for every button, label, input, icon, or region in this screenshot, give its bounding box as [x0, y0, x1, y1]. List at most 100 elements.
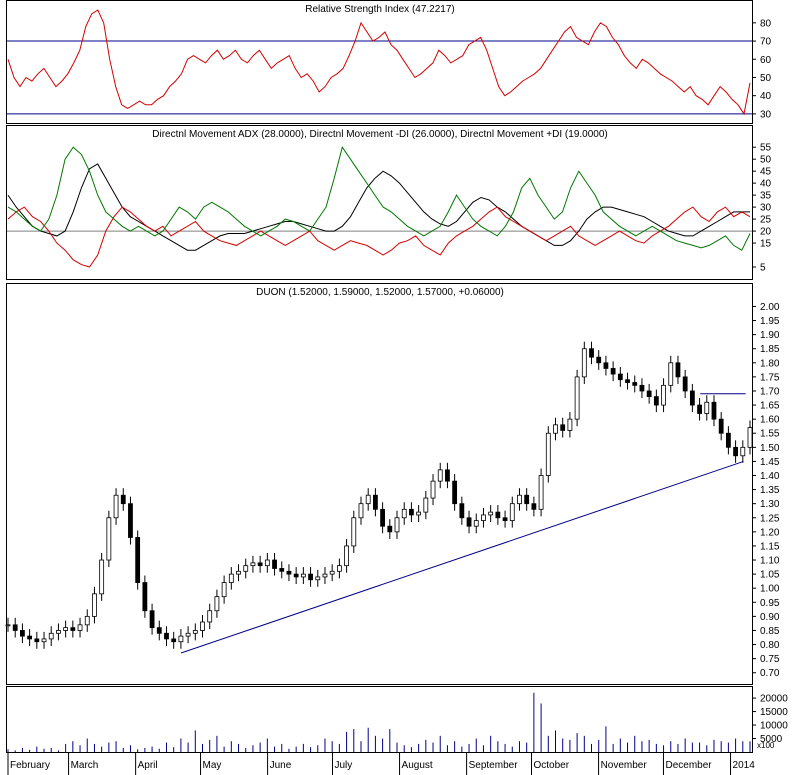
- y-tick-label: 1.95: [760, 316, 780, 327]
- price-candle: [106, 517, 112, 561]
- price-candle: [740, 446, 746, 457]
- adx-line: [7, 163, 750, 251]
- month-label: March: [71, 760, 99, 771]
- price-candle: [445, 469, 450, 482]
- price-candle: [401, 508, 407, 519]
- y-tick-label: 1.65: [760, 401, 780, 412]
- price-candle: [27, 635, 33, 640]
- price-candle: [625, 379, 630, 383]
- month-label: November: [601, 760, 648, 771]
- month-label: May: [203, 760, 222, 771]
- y-tick-label: 25: [760, 215, 772, 226]
- price-candle: [207, 610, 213, 623]
- price-candle: [322, 573, 328, 578]
- month-label: 2014: [733, 760, 756, 771]
- y-tick-label: 45: [760, 167, 772, 178]
- price-candle: [466, 517, 472, 527]
- price-candle: [617, 373, 623, 381]
- price-candle: [200, 621, 205, 631]
- price-candle: [733, 446, 738, 457]
- price-candle: [63, 627, 69, 631]
- y-tick-label: 35: [760, 191, 772, 202]
- price-candle: [538, 475, 544, 510]
- y-tick-label: 1.00: [760, 584, 780, 595]
- volume-plot: [7, 692, 751, 752]
- price-candle: [502, 517, 508, 521]
- price-candle: [603, 362, 609, 369]
- price-candle: [459, 503, 465, 519]
- x-axis-months: February March April May June July August Septe…: [7, 753, 756, 775]
- price-candle: [632, 382, 638, 386]
- price-candle: [351, 517, 357, 547]
- y-tick-label: 30: [760, 203, 772, 214]
- month-label: September: [469, 760, 519, 771]
- y-tick-label: 0.70: [760, 668, 780, 679]
- price-candle: [560, 424, 566, 431]
- y-tick-label: 50: [760, 73, 772, 84]
- dmi-panel: [6, 125, 753, 280]
- price-candle: [228, 573, 234, 583]
- price-candle: [336, 565, 342, 572]
- price-candle: [164, 632, 169, 640]
- price-candle: [128, 503, 133, 538]
- y-tick-label: 1.55: [760, 429, 780, 440]
- month-label: December: [665, 760, 712, 771]
- price-candle: [156, 627, 162, 634]
- y-tick-label: 40: [760, 179, 772, 190]
- price-candle: [653, 396, 659, 406]
- price-candle: [610, 368, 616, 375]
- month-label: June: [270, 760, 292, 771]
- y-tick-label: 40: [760, 91, 772, 102]
- price-candle: [423, 497, 429, 513]
- support-trendline: [180, 460, 744, 654]
- price-candle: [178, 635, 184, 643]
- price-candle: [567, 418, 573, 431]
- price-candle: [430, 480, 436, 499]
- price-candle: [545, 432, 551, 476]
- y-tick-label: 1.15: [760, 541, 780, 552]
- price-candle: [509, 503, 515, 521]
- price-candle: [286, 570, 292, 575]
- price-candle: [185, 632, 191, 637]
- plus-di-line: [7, 146, 751, 251]
- price-candle: [553, 424, 558, 434]
- y-tick-label: 1.90: [760, 330, 780, 341]
- price-candle: [99, 559, 105, 595]
- price-candle: [481, 514, 486, 521]
- price-candle: [77, 624, 83, 631]
- price-candle: [488, 511, 494, 516]
- price-candle: [264, 559, 270, 567]
- price-candle: [279, 568, 285, 572]
- price-candle: [236, 570, 241, 575]
- price-candle: [113, 494, 119, 519]
- price-candle: [581, 348, 587, 378]
- price-candle: [387, 525, 393, 533]
- price-candle: [120, 494, 126, 505]
- price-candle: [646, 390, 652, 398]
- price-title: DUON (1.52000, 1.59000, 1.52000, 1.57000…: [256, 287, 504, 298]
- y-tick-label: 5000: [760, 734, 783, 745]
- price-candle: [135, 537, 141, 583]
- price-candle: [84, 615, 90, 626]
- price-candle: [718, 418, 724, 434]
- y-tick-label: 50: [760, 155, 772, 166]
- price-candle: [416, 511, 422, 516]
- price-candle: [574, 376, 580, 420]
- minus-di-line: [7, 206, 751, 268]
- price-candle: [380, 508, 386, 527]
- price-candle: [452, 480, 458, 505]
- price-candle: [639, 384, 645, 392]
- price-candle: [358, 503, 364, 519]
- price-candle: [711, 401, 717, 420]
- price-candle: [697, 404, 702, 414]
- y-tick-label: 1.40: [760, 471, 780, 482]
- y-tick-label: 5: [760, 263, 766, 274]
- price-candle: [725, 432, 731, 448]
- price-candle: [365, 494, 371, 505]
- y-tick-label: 0.80: [760, 640, 780, 651]
- y-tick-label: 20000: [760, 694, 788, 705]
- price-plot: [5, 341, 753, 654]
- price-candle: [344, 545, 349, 567]
- rsi-panel: [6, 0, 753, 124]
